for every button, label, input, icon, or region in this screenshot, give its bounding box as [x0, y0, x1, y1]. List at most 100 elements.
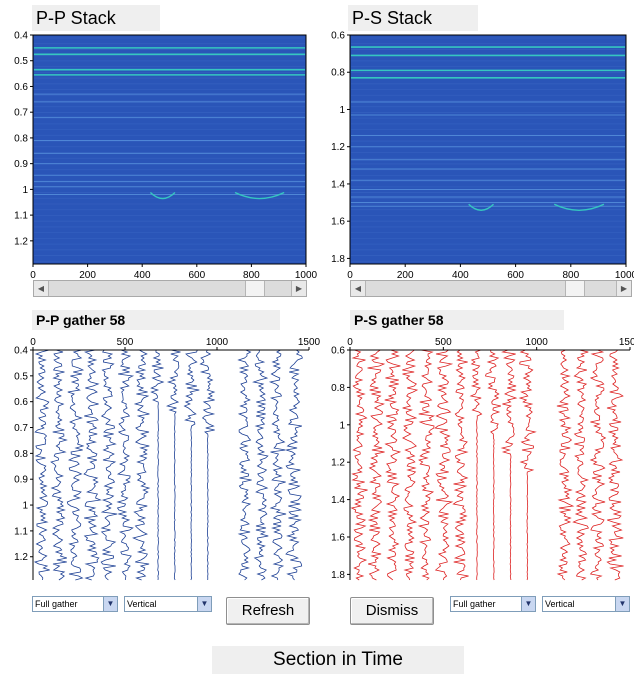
y-tick-label: 1.4: [331, 495, 345, 506]
section-label: Section in Time: [212, 646, 464, 674]
scroll-thumb[interactable]: [565, 281, 585, 296]
y-tick-label: 1.2: [14, 236, 28, 247]
ps-stack-title: P-S Stack: [348, 5, 478, 31]
scroll-right-icon[interactable]: ▶: [291, 281, 306, 296]
seismic-trace: [589, 349, 607, 581]
x-tick-label: 800: [243, 270, 260, 281]
x-tick-label: 800: [562, 270, 579, 281]
x-tick-label: 500: [435, 337, 452, 348]
x-tick-label: 1000: [295, 270, 318, 281]
y-tick-label: 1.4: [331, 179, 345, 190]
x-tick-label: 600: [188, 270, 205, 281]
seismic-trace: [606, 349, 624, 581]
y-tick-label: 0.4: [14, 346, 28, 357]
dismiss-button[interactable]: Dismiss: [350, 597, 434, 625]
x-tick-label: 1000: [615, 270, 634, 281]
pp-gather-title: P-P gather 58: [32, 310, 280, 330]
y-tick-label: 0.8: [331, 383, 345, 394]
select-value: Full gather: [35, 599, 78, 609]
y-tick-label: 0.8: [14, 449, 28, 460]
x-tick-label: 0: [30, 337, 36, 348]
seismic-trace: [500, 349, 518, 581]
seismic-trace: [132, 349, 151, 581]
seismic-trace: [434, 349, 454, 581]
dropdown-arrow-icon[interactable]: ▼: [615, 597, 629, 611]
x-tick-label: 1000: [526, 337, 549, 348]
seismic-trace: [367, 349, 386, 581]
ps-gather-plot[interactable]: 0.6 0.8 1 1.2 1.4 1.6 1.8 0 500 1000 1500: [316, 330, 634, 582]
y-tick-label: 1: [339, 105, 345, 116]
scroll-thumb[interactable]: [245, 281, 265, 296]
x-tick-label: 200: [79, 270, 96, 281]
seismic-trace: [484, 349, 502, 581]
y-tick-label: 0.9: [14, 475, 28, 486]
seismic-trace: [83, 349, 102, 581]
y-tick-label: 1.2: [14, 552, 28, 563]
y-tick-label: 1.2: [331, 458, 345, 469]
y-tick-label: 0.5: [14, 56, 28, 67]
right-component-select[interactable]: Vertical ▼: [542, 596, 630, 612]
x-tick-label: 1500: [619, 337, 634, 348]
anomaly-arc: [468, 203, 495, 211]
seismic-trace: [285, 349, 303, 581]
seismic-trace: [350, 349, 368, 581]
y-tick-label: 0.6: [14, 397, 28, 408]
ps-stack-plot[interactable]: 0.6 0.8 1 1.2 1.4 1.6 1.80 200 400 600 800 1000: [316, 30, 634, 288]
seismic-trace: [66, 349, 85, 581]
y-tick-label: 1.6: [331, 532, 345, 543]
dropdown-arrow-icon[interactable]: ▼: [197, 597, 211, 611]
y-tick-label: 1.6: [331, 217, 345, 228]
y-tick-label: 1: [22, 185, 28, 196]
left-gather-select[interactable]: Full gather ▼: [32, 596, 118, 612]
pp-stack-scrollbar[interactable]: ◀ ▶: [33, 280, 307, 297]
x-tick-label: 0: [347, 337, 353, 348]
y-tick-label: 0.7: [14, 423, 28, 434]
seismic-trace: [518, 349, 537, 581]
scroll-right-icon[interactable]: ▶: [616, 281, 631, 296]
scroll-left-icon[interactable]: ◀: [34, 281, 49, 296]
anomaly-arc: [149, 192, 176, 200]
select-value: Vertical: [127, 599, 157, 609]
refresh-button[interactable]: Refresh: [226, 597, 310, 625]
seismic-trace: [469, 349, 483, 581]
y-tick-label: 1.2: [331, 142, 345, 153]
pp-stack-plot[interactable]: 0.4 0.5 0.6 0.7 0.8 0.9 1 1.1 1.2 0 200 400 600 800 10…: [0, 30, 317, 288]
dropdown-arrow-icon[interactable]: ▼: [521, 597, 535, 611]
ps-stack-bg: [349, 34, 627, 265]
y-tick-label: 1.1: [14, 211, 28, 222]
x-tick-label: 400: [134, 270, 151, 281]
seismic-trace: [33, 349, 50, 581]
y-tick-label: 0.8: [331, 68, 345, 79]
y-tick-label: 1: [339, 420, 345, 431]
y-tick-label: 1.8: [331, 254, 345, 265]
ps-stack-scrollbar[interactable]: ◀ ▶: [350, 280, 632, 297]
seismic-trace: [183, 349, 200, 581]
ps-gather-title: P-S gather 58: [350, 310, 564, 330]
y-tick-label: 0.6: [331, 346, 345, 357]
dropdown-arrow-icon[interactable]: ▼: [103, 597, 117, 611]
seismic-trace: [199, 349, 216, 581]
y-tick-label: 1: [22, 501, 28, 512]
x-tick-label: 200: [397, 270, 414, 281]
y-tick-label: 1.1: [14, 526, 28, 537]
right-gather-select[interactable]: Full gather ▼: [450, 596, 536, 612]
y-tick-label: 0.8: [14, 133, 28, 144]
select-value: Vertical: [545, 599, 575, 609]
seismic-trace: [417, 349, 436, 581]
seismic-trace: [402, 349, 419, 581]
y-tick-label: 0.9: [14, 159, 28, 170]
left-component-select[interactable]: Vertical ▼: [124, 596, 212, 612]
seismic-trace: [268, 349, 287, 581]
seismic-trace: [252, 349, 269, 581]
seismic-trace: [165, 349, 181, 581]
pp-stack-title: P-P Stack: [32, 5, 160, 31]
seismic-trace: [237, 349, 252, 581]
x-tick-label: 0: [347, 270, 353, 281]
anomaly-arc: [553, 203, 605, 211]
pp-stack-bg: [32, 34, 307, 265]
seismic-trace: [50, 349, 68, 581]
scroll-left-icon[interactable]: ◀: [351, 281, 366, 296]
pp-gather-plot[interactable]: 0.4 0.5 0.6 0.7 0.8 0.9 1 1.1 1.2 0 500 1000 1500: [0, 330, 321, 582]
seismic-trace: [384, 349, 402, 581]
seismic-trace: [556, 349, 575, 581]
